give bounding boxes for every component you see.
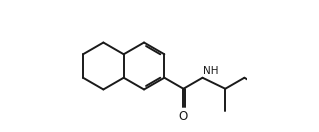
Text: NH: NH bbox=[203, 66, 219, 76]
Text: O: O bbox=[179, 110, 188, 123]
